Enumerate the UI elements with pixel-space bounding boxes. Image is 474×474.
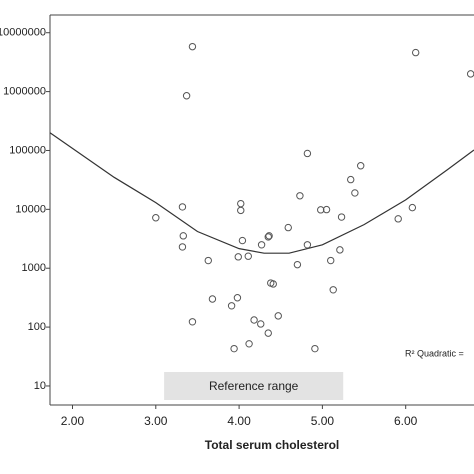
data-point: [303, 241, 312, 249]
fit-curve: [49, 132, 474, 254]
data-point: [284, 223, 292, 232]
data-point: [179, 232, 187, 240]
data-point: [351, 189, 359, 197]
data-point: [204, 256, 212, 265]
reference-range-label: Reference range: [209, 379, 299, 393]
data-point: [250, 316, 258, 324]
x-tick-label: 6.00: [394, 414, 418, 428]
data-point: [237, 199, 245, 208]
data-point: [329, 286, 337, 294]
data-point: [296, 192, 304, 200]
data-point: [264, 329, 272, 337]
data-point: [347, 175, 355, 184]
data-point: [208, 295, 217, 303]
x-axis-title: Total serum cholesterol: [205, 438, 339, 452]
y-tick-label: 1000: [22, 262, 46, 274]
y-tick-label: 1000000: [3, 86, 46, 98]
data-point: [257, 320, 265, 328]
data-point: [238, 236, 247, 245]
data-point: [411, 48, 420, 57]
data-point: [234, 253, 242, 261]
data-point: [274, 312, 282, 320]
data-point: [408, 203, 417, 212]
data-point: [322, 205, 331, 214]
data-point: [178, 243, 187, 251]
data-point: [293, 260, 302, 269]
data-point: [394, 215, 402, 223]
reference-range-box: [164, 372, 344, 400]
r-squared-label: R² Quadratic =: [405, 348, 464, 358]
data-point: [317, 206, 325, 214]
data-point: [264, 233, 272, 241]
data-point: [303, 149, 312, 158]
data-point: [257, 241, 266, 249]
data-point: [152, 214, 160, 222]
data-point: [265, 232, 273, 240]
x-tick-label: 5.00: [311, 414, 335, 428]
data-point: [182, 92, 191, 100]
data-point: [188, 318, 197, 326]
data-point: [227, 302, 236, 310]
data-point: [188, 42, 197, 51]
data-point: [311, 344, 319, 353]
data-point: [237, 206, 245, 215]
y-tick-label: 10000000: [0, 27, 46, 39]
data-point: [357, 162, 365, 170]
y-tick-label: 10000: [15, 203, 46, 215]
data-point: [269, 280, 277, 288]
y-tick-label: 10: [34, 380, 46, 392]
data-point: [233, 294, 242, 302]
y-tick-label: 100000: [9, 144, 46, 156]
data-point: [336, 246, 344, 254]
data-point: [230, 344, 238, 353]
y-tick-label: 100: [28, 321, 46, 333]
x-tick-label: 2.00: [61, 414, 85, 428]
data-point: [178, 203, 187, 211]
data-point: [244, 252, 252, 260]
x-tick-label: 4.00: [227, 414, 251, 428]
data-point: [337, 213, 346, 221]
data-point: [466, 70, 474, 78]
data-point: [245, 340, 253, 348]
x-tick-label: 3.00: [144, 414, 168, 428]
data-point: [327, 256, 335, 265]
